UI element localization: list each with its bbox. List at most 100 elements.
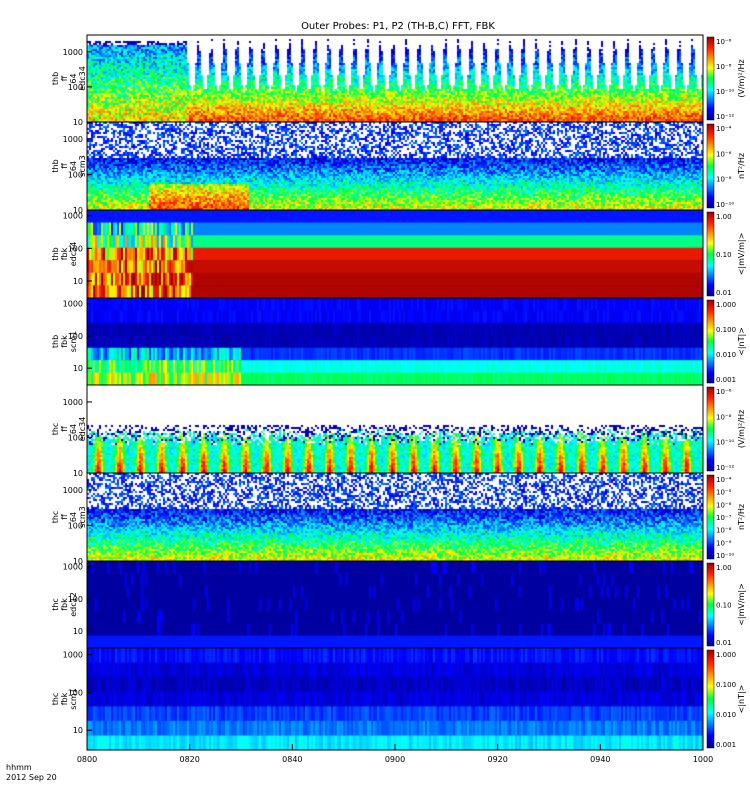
panel-label-line: edc34 — [69, 242, 78, 267]
colorbar-tick-label: 0.10 — [716, 602, 732, 610]
x-label-hhmm: hhmm — [6, 763, 32, 772]
colorbar — [706, 386, 715, 472]
panel-label: thcff64scm3 — [51, 506, 87, 527]
panel-label-line: 64 — [69, 161, 78, 171]
x-tick-label: 0940 — [590, 755, 610, 764]
panel-label-line: thc — [51, 693, 60, 706]
colorbar-tick-label: 1.00 — [716, 564, 732, 572]
colorbar-tick-label: 10⁻¹⁰ — [716, 552, 734, 560]
colorbar-label: nT²/Hz — [737, 504, 746, 530]
y-tick-label: 10 — [73, 627, 83, 636]
y-tick-label: 1000 — [63, 651, 83, 660]
colorbar — [706, 474, 715, 560]
colorbar — [706, 299, 715, 384]
colorbar-label: (V/m)²/Hz — [737, 59, 746, 97]
colorbar-tick-label: 1.000 — [716, 301, 736, 309]
panel-label-line: ff — [60, 426, 69, 432]
colorbar-tick-label: 1.00 — [716, 213, 732, 221]
spectrogram-panel-7: 10 100 1000 thcfbkedc12 0.01 0.10 1.00 <|mV/m|> — [51, 560, 746, 649]
colorbar-tick-label: 10⁻⁴ — [716, 476, 732, 484]
y-tick-label: 10 — [73, 469, 83, 478]
colorbar-tick-label: 0.01 — [716, 639, 732, 647]
colorbar-label: nT²/Hz — [737, 153, 746, 179]
colorbar-tick-label: 1.000 — [716, 651, 736, 659]
y-tick-label: 10 — [73, 726, 83, 735]
spectrogram-panel-6: 10 100 1000 thcff64scm3 10⁻¹⁰ 10⁻⁹ 10⁻⁸ 10⁻⁷ 10⁻… — [51, 472, 746, 566]
y-tick-label: 100 — [68, 433, 83, 442]
spectrogram-panel-1: 10 100 1000 thbff64edc34 10⁻¹² 10⁻¹⁰ 10⁻⁸ 10⁻⁶ (… — [51, 34, 746, 127]
colorbar-label: (V/m)²/Hz — [737, 410, 746, 448]
y-tick-label: 1000 — [63, 300, 83, 309]
panel-label-line: thb — [51, 159, 60, 172]
colorbar-tick-label: 0.010 — [716, 351, 736, 359]
x-tick-label: 1000 — [693, 755, 713, 764]
panel-label-line: scm1 — [69, 331, 78, 352]
colorbar-tick-label: 0.01 — [716, 289, 732, 297]
spectrogram-panel-5: 10 100 1000 thcff64edc34 10⁻¹² 10⁻¹⁰ 10⁻⁸ 10⁻⁶ (… — [51, 384, 746, 478]
y-tick-label: 100 — [68, 688, 83, 697]
y-tick-label: 1000 — [63, 486, 83, 495]
x-tick-label: 0920 — [487, 755, 507, 764]
panel-label: thbfbkscm1 — [51, 331, 78, 352]
spectrogram-panel-4: 10 100 1000 thbfbkscm1 0.001 0.010 0.100 1.000 <… — [51, 297, 746, 386]
colorbar-label: <|mV/m|> — [737, 583, 746, 626]
panel-label-line: thb — [51, 335, 60, 348]
x-tick-label: 0840 — [282, 755, 302, 764]
colorbar-tick-label: 10⁻⁹ — [716, 539, 732, 547]
x-label-date: 2012 Sep 20 — [6, 773, 57, 782]
y-tick-label: 1000 — [63, 398, 83, 407]
colorbar — [706, 123, 715, 209]
colorbar-tick-label: 10⁻⁶ — [716, 150, 732, 158]
colorbar-label: <|mV/m|> — [737, 233, 746, 276]
colorbar-tick-label: 10⁻⁸ — [716, 527, 732, 535]
y-tick-label: 1000 — [63, 563, 83, 572]
y-tick-label: 10 — [73, 206, 83, 215]
y-tick-label: 100 — [68, 332, 83, 341]
panel-label-line: edc34 — [78, 417, 87, 442]
colorbar — [706, 36, 715, 121]
colorbar-tick-label: 10⁻¹⁰ — [716, 201, 734, 209]
y-tick-label: 100 — [68, 521, 83, 530]
x-tick-label: 0900 — [385, 755, 405, 764]
colorbar-tick-label: 0.10 — [716, 251, 732, 259]
colorbar-tick-label: 10⁻⁸ — [716, 63, 732, 71]
colorbar-tick-label: 10⁻⁴ — [716, 125, 732, 133]
figure-title: Outer Probes: P1, P2 (TH-B,C) FFT, FBK — [301, 21, 495, 32]
spectrogram-panel-2: 10 100 1000 thbff64scm3 10⁻¹⁰ 10⁻⁸ 10⁻⁶ 10⁻⁴ nT²… — [51, 121, 746, 215]
panel-label-line: ff — [60, 514, 69, 520]
colorbar-tick-label: 0.100 — [716, 326, 736, 334]
y-tick-label: 10 — [73, 557, 83, 566]
spectrogram-image — [87, 298, 703, 385]
panel-label: thcfbkedc12 — [51, 592, 78, 617]
colorbar-tick-label: 10⁻⁸ — [716, 176, 732, 184]
panel-label: thbff64scm3 — [51, 155, 87, 176]
colorbar-tick-label: 10⁻⁶ — [716, 38, 732, 46]
panel-label-line: thc — [51, 423, 60, 436]
y-tick-label: 10 — [73, 364, 83, 373]
y-tick-label: 100 — [68, 170, 83, 179]
spectrogram-image — [87, 35, 703, 122]
panel-label-line: 64 — [69, 512, 78, 522]
spectrogram-image — [87, 385, 703, 473]
panel-label-line: 64 — [69, 73, 78, 83]
y-tick-label: 1000 — [63, 48, 83, 57]
colorbar — [706, 649, 715, 749]
spectrogram-image — [87, 561, 703, 648]
panels-layer: 101001000thbff64edc3410⁻¹²10⁻¹⁰10⁻⁸10⁻⁶(… — [51, 34, 746, 751]
y-tick-label: 10 — [73, 118, 83, 127]
panel-label-line: scm1 — [69, 688, 78, 709]
panel-label-line: ff — [60, 163, 69, 169]
panel-label-line: fbk — [60, 247, 69, 260]
spectrogram-panel-3: 10 100 1000 thbfbkedc34 0.01 0.10 1.00 <|mV/m|> — [51, 209, 746, 299]
y-tick-label: 100 — [68, 244, 83, 253]
colorbar-label: <|nT|> — [737, 327, 746, 356]
panel-label-line: ff — [60, 75, 69, 81]
spectrogram-image — [87, 648, 703, 750]
panel-label-line: edc34 — [78, 66, 87, 91]
panel-label-line: thb — [51, 72, 60, 85]
y-tick-label: 100 — [68, 83, 83, 92]
colorbar-tick-label: 10⁻¹² — [716, 113, 734, 121]
y-tick-label: 1000 — [63, 212, 83, 221]
spectrogram-image — [87, 122, 703, 210]
